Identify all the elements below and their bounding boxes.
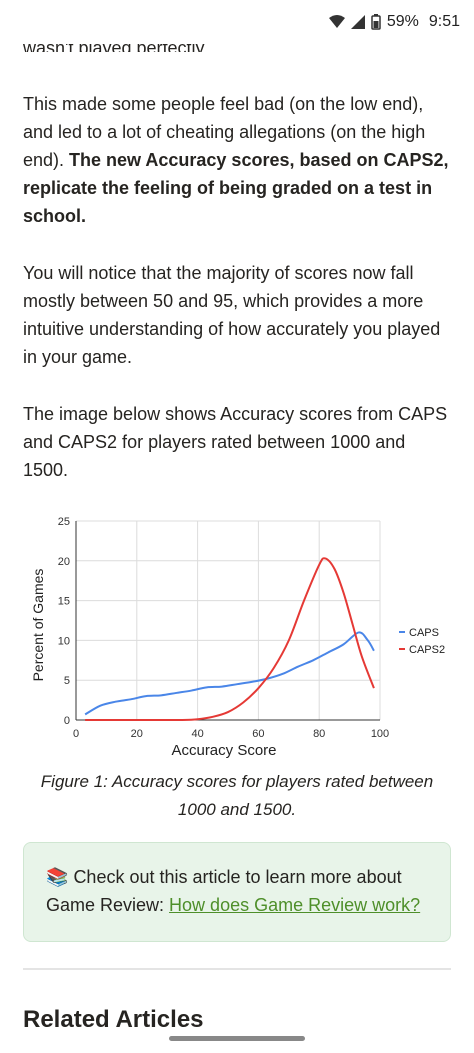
clock: 9:51 (428, 13, 460, 30)
wifi-icon (328, 15, 345, 28)
accuracy-chart: 0 5 10 15 20 25 0 20 40 60 80 100 CAPS CAPS2 Accurac… (0, 505, 474, 765)
x-tick-label: 40 (191, 728, 203, 740)
x-tick-label: 0 (73, 728, 79, 740)
legend-label-caps2: CAPS2 (409, 644, 445, 656)
callout-text: Check out this article to learn more abo… (46, 867, 402, 915)
paragraph-image-intro: The image below shows Accuracy scores fr… (23, 404, 448, 480)
accuracy-chart-svg: 0 5 10 15 20 25 0 20 40 60 80 100 CAPS CAPS2 Accurac… (30, 516, 445, 759)
battery-icon (371, 14, 381, 30)
paragraph-score-range: You will notice that the majority of sco… (23, 263, 441, 367)
legend-label-caps: CAPS (409, 627, 439, 639)
related-articles-heading: Related Articles (23, 1006, 204, 1029)
status-bar: 59% 9:51 (0, 0, 474, 44)
series-line-caps2 (85, 557, 375, 722)
paragraph-bold-text: The new Accuracy scores, based on CAPS2,… (23, 150, 449, 226)
section-divider (23, 968, 451, 970)
x-tick-label: 20 (131, 728, 143, 740)
cell-signal-icon (350, 15, 365, 29)
x-tick-label: 100 (371, 728, 389, 740)
series-line-caps (84, 631, 375, 716)
x-tick-label: 60 (252, 728, 264, 740)
game-review-callout: 📚 Check out this article to learn more a… (23, 842, 451, 942)
x-axis-label: Accuracy Score (171, 742, 276, 759)
y-tick-label: 20 (58, 556, 70, 568)
battery-percent: 59% (386, 13, 419, 30)
x-tick-label: 80 (313, 728, 325, 740)
y-tick-label: 5 (64, 675, 70, 687)
paragraph-cheating: This made some people feel bad (on the l… (23, 90, 453, 230)
books-icon: 📚 (46, 867, 69, 887)
y-tick-label: 15 (58, 596, 70, 608)
y-tick-label: 10 (58, 635, 70, 647)
home-gesture-bar[interactable] (169, 1036, 305, 1041)
figure-caption: Figure 1: Accuracy scores for players ra… (40, 772, 434, 819)
y-tick-label: 25 (58, 516, 70, 528)
paragraph-text: This made some people feel bad (on the l… (23, 94, 426, 170)
y-axis-label: Percent of Games (30, 569, 46, 682)
game-review-link[interactable]: How does Game Review work? (169, 895, 421, 915)
y-tick-label: 0 (64, 715, 70, 727)
